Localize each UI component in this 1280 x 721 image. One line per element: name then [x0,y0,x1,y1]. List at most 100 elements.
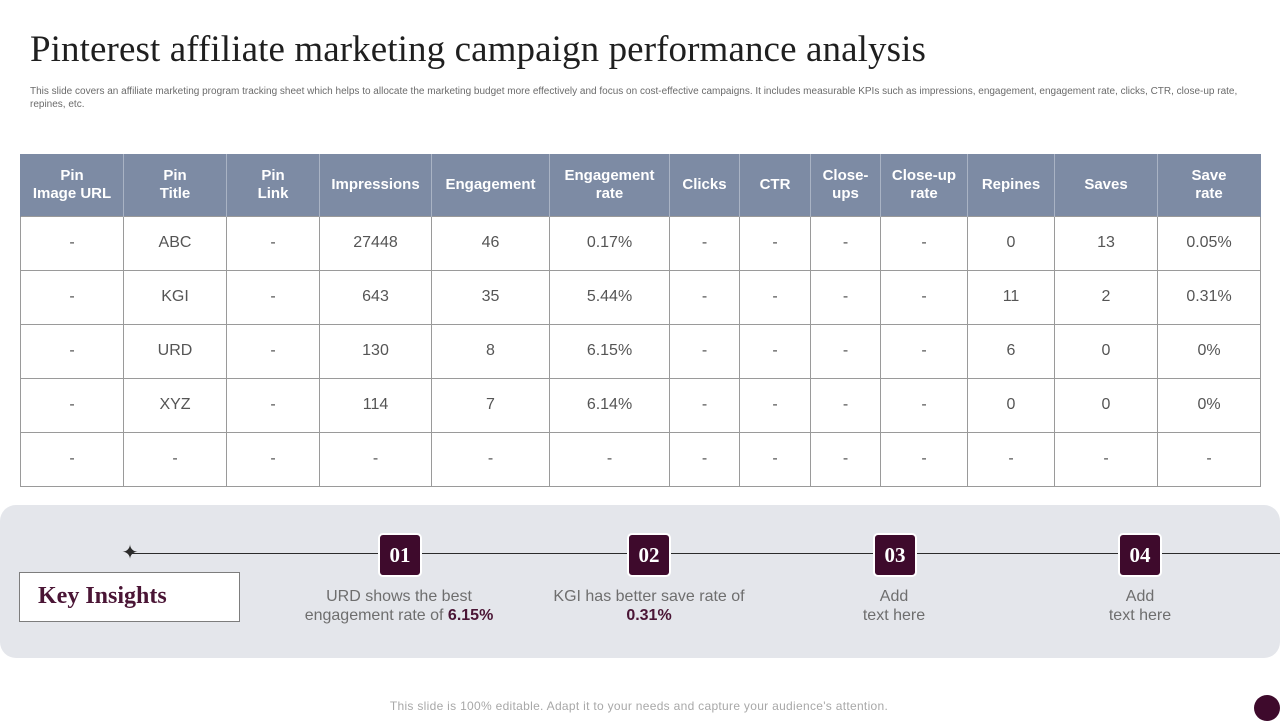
col-header-engagement: Engagement [431,154,550,216]
table-row: - URD -130 8 6.15% - - - -6 0 0% [20,323,1261,379]
col-header-impressions: Impressions [319,154,432,216]
table-cell: 2 [1054,269,1158,325]
table-cell: - [739,215,811,271]
table-cell: 6 [967,323,1055,379]
col-header-pin-title: Pin Title [123,154,227,216]
table-cell: - [669,215,740,271]
col-header-clicks: Clicks [669,154,740,216]
table-cell: - [431,431,550,487]
table-row: ------------- [20,431,1261,487]
col-header-label: Saves [1084,175,1128,193]
table-cell: - [739,323,811,379]
table-cell: - [880,377,968,433]
col-header-pin-image-url: Pin Image URL [20,154,124,216]
col-header-label: Impressions [331,175,420,193]
key-insights-box: Key Insights [19,572,240,622]
table-cell: 11 [967,269,1055,325]
table-cell: - [810,431,881,487]
table-cell: - [810,215,881,271]
table-cell: - [226,215,320,271]
table-cell: KGI [123,269,227,325]
insight-highlight: 0.31% [626,607,672,624]
table-cell: 13 [1054,215,1158,271]
table-cell: 7 [431,377,550,433]
table-row: - KGI -643 35 5.44% - - - -11 2 0.31% [20,269,1261,325]
table-cell: 46 [431,215,550,271]
insight-text-01: URD shows the best engagement rate of 6.… [289,587,509,625]
table-cell: 0% [1157,377,1261,433]
insight-text-03: Add text here [784,587,1004,625]
table-cell: - [669,269,740,325]
col-header-label: Pin Link [257,166,289,202]
table-row: - ABC -27448 46 0.17% - - - -0 13 0.05% [20,215,1261,271]
table-cell: - [810,269,881,325]
table-cell: XYZ [123,377,227,433]
col-header-label: Engagement rate [564,166,655,202]
insight-badge-04: 04 [1118,533,1162,577]
key-insights-label: Key Insights [38,583,167,609]
table-cell: - [880,215,968,271]
timeline-line [130,553,1280,554]
table-cell: - [226,323,320,379]
insight-badge-02: 02 [627,533,671,577]
col-header-save-rate: Save rate [1157,154,1261,216]
table-cell: - [739,431,811,487]
table-cell: 0 [967,215,1055,271]
table-cell: - [549,431,670,487]
table-cell: - [669,323,740,379]
insight-text-body: Add text here [1108,588,1172,624]
col-header-label: Close-up rate [891,166,957,202]
col-header-close-ups: Close- ups [810,154,881,216]
table-cell: - [20,431,124,487]
table-cell: 8 [431,323,550,379]
table-cell: - [123,431,227,487]
table-cell: - [967,431,1055,487]
table-cell: - [226,431,320,487]
table-cell: 0 [1054,323,1158,379]
col-header-close-up-rate: Close-up rate [880,154,968,216]
insight-badge-03: 03 [873,533,917,577]
table-cell: 5.44% [549,269,670,325]
table-cell: - [880,431,968,487]
table-cell: - [226,377,320,433]
insight-text-body: KGI has better save rate of [553,588,745,605]
table-cell: - [810,323,881,379]
table-cell: 0.17% [549,215,670,271]
insight-text-02: KGI has better save rate of 0.31% [539,587,759,625]
table-cell: - [20,377,124,433]
col-header-ctr: CTR [739,154,811,216]
table-cell: 35 [431,269,550,325]
col-header-label: Pin Image URL [32,166,112,202]
insight-text-body: Add text here [862,588,926,624]
table-cell: - [669,431,740,487]
table-cell: 0.05% [1157,215,1261,271]
table-cell: - [810,377,881,433]
table-cell: - [20,215,124,271]
table-cell: - [669,377,740,433]
col-header-label: Pin Title [159,166,191,202]
table-cell: 114 [319,377,432,433]
table-header-row: Pin Image URL Pin Title Pin Link Impress… [20,154,1261,216]
col-header-label: Save rate [1191,166,1227,202]
corner-decoration [1254,695,1280,721]
table-cell: 0 [967,377,1055,433]
table-cell: 130 [319,323,432,379]
table-cell: 6.15% [549,323,670,379]
sparkle-icon: ✦ [121,542,139,564]
col-header-saves: Saves [1054,154,1158,216]
table-cell: - [739,377,811,433]
table-cell: - [319,431,432,487]
table-cell: 27448 [319,215,432,271]
table-cell: ABC [123,215,227,271]
table-body: - ABC -27448 46 0.17% - - - -0 13 0.05% - KGI -643 35 5… [20,215,1261,487]
table-cell: - [880,323,968,379]
table-cell: 6.14% [549,377,670,433]
table-cell: - [20,323,124,379]
col-header-engagement-rate: Engagement rate [549,154,670,216]
table-cell: - [1054,431,1158,487]
table-row: - XYZ -114 7 6.14% - - - -0 0 0% [20,377,1261,433]
insight-badge-01: 01 [378,533,422,577]
table-cell: URD [123,323,227,379]
table-cell: - [226,269,320,325]
col-header-repines: Repines [967,154,1055,216]
